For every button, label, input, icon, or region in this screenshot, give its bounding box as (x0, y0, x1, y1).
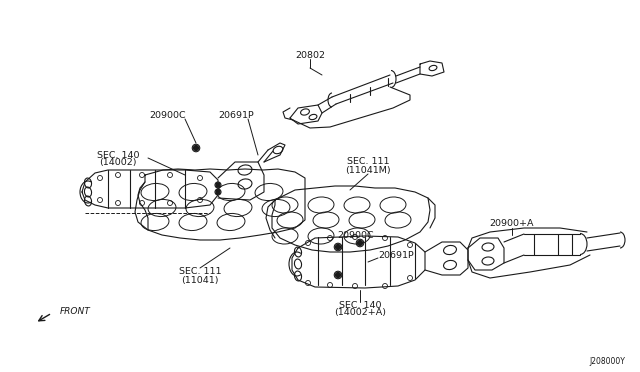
Text: SEC. 140: SEC. 140 (97, 151, 140, 160)
Circle shape (358, 241, 362, 246)
Text: 20802: 20802 (295, 51, 325, 60)
Circle shape (335, 273, 340, 278)
Text: 20691P: 20691P (378, 250, 413, 260)
Text: (14002): (14002) (99, 158, 137, 167)
Text: FRONT: FRONT (60, 307, 91, 315)
Text: 20900C: 20900C (150, 110, 186, 119)
Circle shape (216, 190, 220, 194)
Text: (14002+A): (14002+A) (334, 308, 386, 317)
Text: SEC. 111: SEC. 111 (347, 157, 389, 167)
Circle shape (335, 244, 340, 250)
Text: (11041): (11041) (181, 276, 219, 285)
Text: 20900+A: 20900+A (490, 219, 534, 228)
Text: SEC. 140: SEC. 140 (339, 301, 381, 310)
Text: 20900C: 20900C (338, 231, 374, 241)
Text: J208000Y: J208000Y (589, 357, 625, 366)
Text: SEC. 111: SEC. 111 (179, 267, 221, 276)
Text: 20691P: 20691P (218, 110, 254, 119)
Circle shape (193, 145, 198, 151)
Circle shape (216, 183, 220, 187)
Text: (11041M): (11041M) (345, 166, 391, 174)
